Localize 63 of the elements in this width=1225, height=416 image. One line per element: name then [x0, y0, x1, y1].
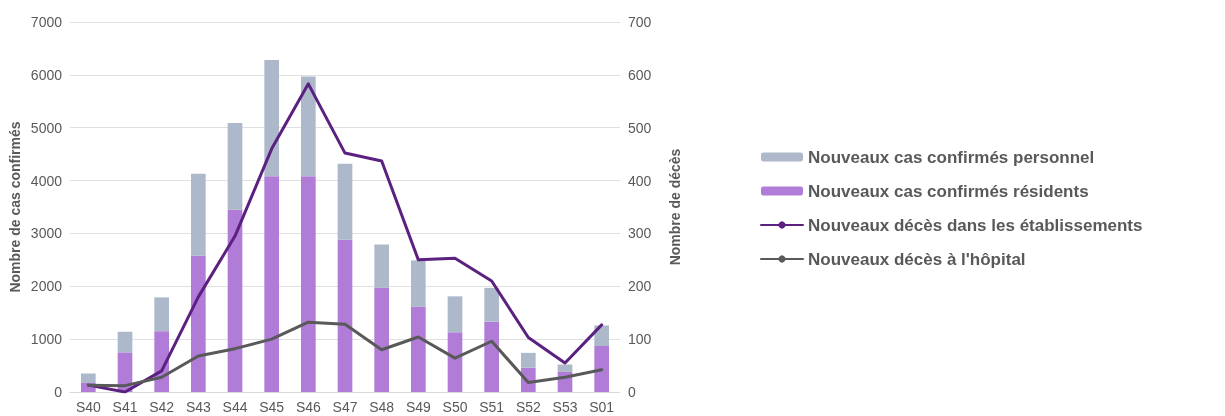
y-tick-label: 1000 [30, 331, 63, 348]
line-series [86, 320, 604, 388]
bar [81, 373, 96, 384]
x-tick-label: S41 [112, 399, 138, 415]
y-tick-label: 6000 [30, 66, 63, 83]
bar [264, 176, 279, 392]
x-tick-label: S42 [149, 399, 175, 415]
x-tick-label: S40 [75, 399, 101, 415]
x-tick-label: S50 [442, 399, 468, 415]
bar [337, 163, 353, 240]
legend-label: Nouveaux décès à l'hôpital [808, 249, 1026, 269]
bar [447, 296, 463, 333]
y2-tick-label: 100 [628, 331, 652, 348]
bar [374, 287, 389, 392]
y-tick-label: 3000 [30, 225, 63, 242]
x-tick-label: S45 [259, 399, 285, 415]
bar [227, 122, 243, 210]
bar [447, 332, 463, 392]
y2-tick-label: 700 [628, 14, 652, 30]
bar [484, 321, 499, 392]
y-tick-label: 0 [54, 384, 63, 400]
bar [411, 260, 426, 307]
bar [264, 60, 279, 177]
x-tick-label: S01 [589, 399, 615, 415]
y-tick-label: 7000 [30, 14, 63, 30]
y-tick-label: 5000 [30, 119, 63, 136]
x-tick-label: S49 [405, 399, 431, 415]
y2-tick-label: 200 [628, 278, 652, 295]
y-tick-label: 2000 [30, 278, 63, 295]
bar [117, 331, 133, 353]
x-tick-label: S52 [515, 399, 541, 415]
legend-label: Nouveaux cas confirmés résidents [808, 181, 1089, 201]
legend-label: Nouveaux cas confirmés personnel [808, 147, 1095, 167]
y-tick-label: 4000 [30, 172, 63, 189]
bar [557, 364, 573, 372]
y2-axis-title: Nombre de décès [667, 148, 683, 266]
bar [484, 287, 499, 322]
x-tick-label: S44 [222, 399, 248, 415]
bar [337, 239, 353, 392]
y2-tick-label: 600 [628, 66, 652, 83]
y2-tick-label: 500 [628, 119, 652, 136]
y2-tick-label: 300 [628, 225, 652, 242]
x-tick-label: S46 [295, 399, 321, 415]
x-tick-label: S48 [369, 399, 395, 415]
y2-tick-label: 400 [628, 172, 652, 189]
bar [594, 325, 609, 347]
bar [301, 176, 316, 392]
bar [301, 76, 316, 177]
bar [411, 306, 426, 392]
legend-label: Nouveaux décès dans les établissements [808, 215, 1143, 235]
bar [227, 209, 243, 392]
x-tick-label: S53 [552, 399, 578, 415]
bar [521, 352, 536, 368]
x-tick-label: S43 [185, 399, 211, 415]
y-axis-title: Nombre de cas confirmés [7, 121, 23, 293]
x-tick-label: S51 [479, 399, 505, 415]
bar [191, 173, 206, 256]
bar [374, 244, 389, 288]
bar [191, 255, 206, 392]
bar [154, 297, 169, 332]
x-tick-label: S47 [332, 399, 358, 415]
bar [594, 346, 609, 392]
y2-tick-label: 0 [628, 384, 636, 400]
